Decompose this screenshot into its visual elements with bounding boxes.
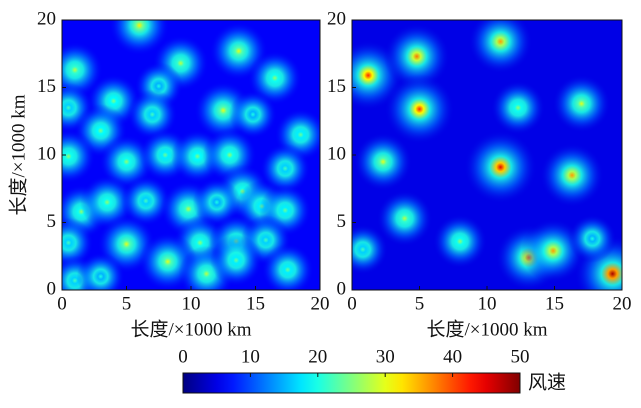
vortex — [76, 252, 125, 290]
vortex — [376, 190, 433, 247]
x-axis-label: 长度/×1000 km — [426, 318, 547, 340]
vortex — [228, 90, 277, 139]
y-tick-label: 20 — [327, 8, 346, 29]
y-tick-label: 5 — [337, 211, 347, 232]
field — [352, 20, 622, 290]
x-tick-label: 15 — [246, 293, 265, 314]
colorbar — [182, 372, 521, 394]
field — [62, 20, 320, 290]
vortex — [552, 74, 611, 133]
x-tick-label: 10 — [182, 293, 201, 314]
vortex — [261, 243, 314, 290]
colorbar-tick-label: 30 — [376, 346, 395, 367]
colorbar-tick-label: 50 — [511, 346, 530, 367]
x-tick-label: 0 — [57, 293, 67, 314]
vortex — [62, 129, 96, 184]
x-axis-label: 长度/×1000 km — [130, 318, 251, 340]
x-tick-label: 20 — [311, 293, 330, 314]
x-tick-label: 5 — [122, 293, 132, 314]
vortex — [383, 23, 450, 90]
vortex — [540, 143, 605, 208]
colorbar-label: 风速 — [528, 371, 566, 393]
y-tick-label: 15 — [327, 76, 346, 97]
x-tick-label: 20 — [613, 293, 632, 314]
x-tick-label: 15 — [545, 293, 564, 314]
y-tick-label: 15 — [37, 76, 56, 97]
colorbar-tick-label: 10 — [241, 346, 260, 367]
vortex — [384, 74, 455, 145]
vortex — [62, 217, 94, 268]
x-tick-label: 5 — [415, 293, 425, 314]
vortex — [247, 51, 302, 106]
vortex — [260, 143, 311, 194]
colorbar-tick-label: 0 — [178, 346, 188, 367]
vortex — [352, 224, 388, 275]
y-tick-label: 5 — [47, 211, 57, 232]
vortex — [354, 132, 413, 191]
y-tick-label: 20 — [37, 8, 56, 29]
vortex — [120, 175, 171, 226]
x-tick-label: 0 — [347, 293, 357, 314]
y-tick-label: 10 — [327, 143, 346, 164]
vortex — [127, 89, 178, 140]
vortex — [568, 214, 617, 263]
vortex — [192, 178, 241, 227]
vortex — [109, 20, 170, 56]
y-axis-label: 长度/×1000 km — [7, 94, 29, 215]
colorbar-tick-label: 20 — [308, 346, 327, 367]
vortex — [464, 130, 537, 204]
y-tick-label: 10 — [37, 143, 56, 164]
colorbar-tick-label: 40 — [443, 346, 462, 367]
x-tick-label: 10 — [478, 293, 497, 314]
vortex — [491, 80, 546, 135]
y-tick-label: 0 — [47, 278, 57, 299]
vortex — [468, 20, 533, 74]
vortex — [210, 234, 263, 287]
vortex — [99, 134, 154, 189]
vortex — [433, 214, 487, 269]
y-tick-label: 0 — [337, 278, 347, 299]
